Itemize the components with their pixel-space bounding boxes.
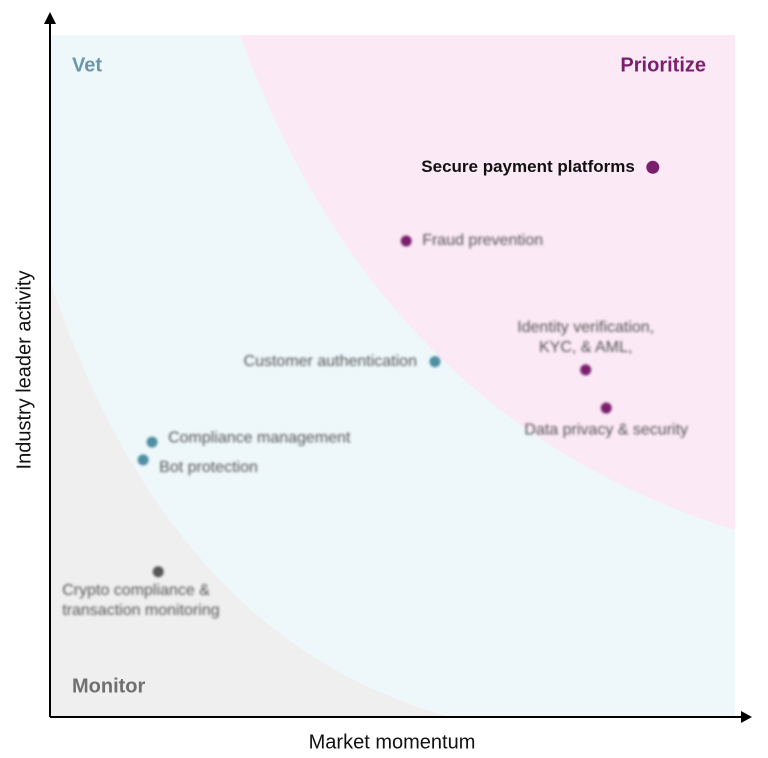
point [146,436,158,448]
point-label: Customer authentication [244,353,417,370]
point-label: Bot protection [159,459,258,476]
point-group: Customer authentication [244,353,441,370]
point [400,235,412,247]
point-label: Data privacy & security [524,421,688,438]
x-axis-arrow [741,711,752,723]
point-group: Compliance management [146,429,351,448]
point-label: Secure payment platforms [421,157,635,176]
y-axis-title: Industry leader activity [13,271,35,470]
zone-label: Prioritize [620,54,706,76]
point [429,356,441,368]
point [137,454,149,466]
point-label: KYC, & AML, [539,339,632,356]
point [600,402,612,414]
point-group: Bot protection [137,454,258,476]
point-group: Fraud prevention [400,232,543,249]
point-label: Identity verification, [517,319,654,336]
y-axis-arrow [44,12,56,24]
zone-label: Vet [72,54,102,76]
point-label: Compliance management [168,429,351,446]
point-group: Data privacy & security [524,402,688,438]
point [646,160,660,174]
monitor-zone [50,280,450,717]
point [580,364,592,376]
point-group: Secure payment platforms [421,157,660,176]
point-label: Fraud prevention [422,232,543,249]
point-label: Crypto compliance & [62,582,210,599]
point [152,566,164,578]
x-axis-title: Market momentum [309,731,476,753]
point-group: Crypto compliance & transaction monitorin… [62,566,220,619]
zone-label: Monitor [72,675,146,697]
point-label: transaction monitoring [62,602,219,619]
point-group: Identity verification, KYC, & AML, [517,319,654,376]
